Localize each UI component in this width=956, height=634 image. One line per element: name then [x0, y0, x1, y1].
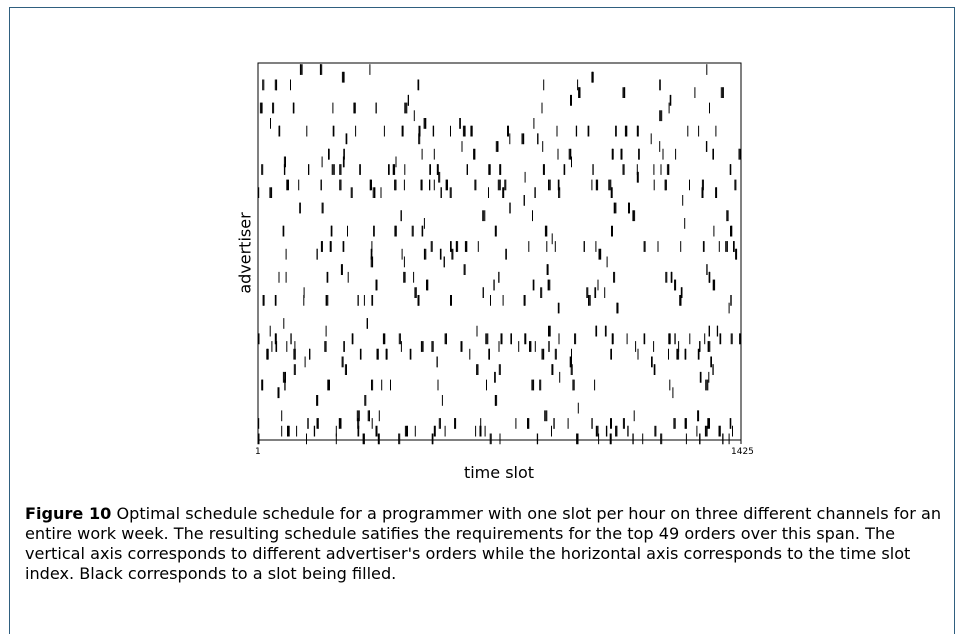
figure-caption-text: Optimal schedule schedule for a programm… — [25, 504, 942, 583]
x-axis-label: time slot — [463, 463, 535, 482]
figure-caption: Figure 10 Optimal schedule schedule for … — [25, 504, 945, 584]
y-axis-label-text: advertiser — [235, 212, 255, 294]
figure-frame — [9, 7, 955, 634]
x-tick-label-end: 1425 — [731, 447, 754, 457]
x-tick-label-start: 1 — [255, 447, 261, 457]
schedule-marks — [257, 64, 741, 445]
figure-caption-label: Figure 10 — [25, 504, 112, 523]
